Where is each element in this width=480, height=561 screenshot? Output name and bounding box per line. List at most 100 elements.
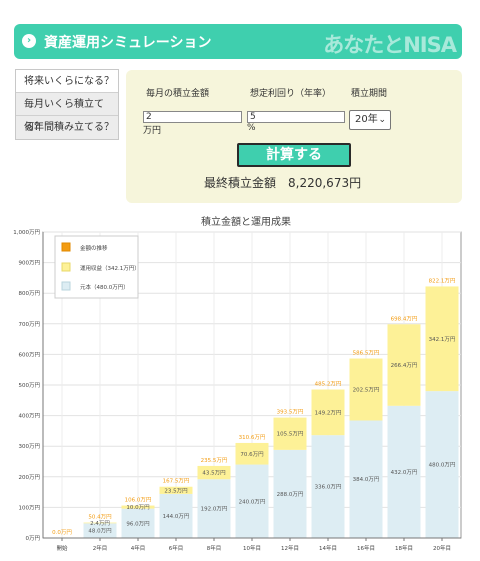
bar-principal [273, 449, 307, 538]
bar-gain-label: 105.5万円 [277, 431, 304, 438]
bar-principal [425, 391, 459, 538]
bar-gain-label: 202.5万円 [353, 387, 380, 394]
bar-total-label: 106.0万円 [125, 497, 152, 504]
simulation-form: 毎月の積立金額 想定利回り（年率） 積立期間 2 万円 5 % 20年 ⌄ 計算… [126, 70, 462, 203]
monthly-amount-unit: 万円 [143, 126, 162, 136]
legend-swatch-total [61, 242, 71, 252]
y-tick-label: 200万円 [19, 474, 41, 481]
bar-total-label: 235.5万円 [201, 457, 228, 464]
monthly-amount-label: 毎月の積立金額 [146, 89, 210, 99]
bar-gain-label: 2.4万円 [90, 520, 110, 527]
bar-principal-label: 192.0万円 [201, 506, 228, 513]
bar-principal-label: 432.0万円 [391, 469, 418, 476]
bar-principal-label: 240.0万円 [239, 498, 266, 505]
monthly-amount-input[interactable]: 2 [143, 111, 242, 123]
bar-gain [311, 389, 345, 436]
x-tick-label: 18年目 [395, 544, 413, 552]
rate-input[interactable]: 5 [247, 111, 345, 123]
bar-principal [197, 479, 231, 538]
bar-gain [159, 486, 193, 494]
rate-unit: % [247, 123, 256, 133]
legend-swatch-gain [61, 262, 71, 272]
bar-gain [387, 324, 421, 406]
bar-total-label: 586.5万円 [353, 350, 380, 357]
menu-item-future-value[interactable]: 将来いくらになる？ [16, 70, 118, 93]
bar-total-label: 167.5万円 [163, 478, 190, 485]
app-header: › 資産運用シミュレーション あなたとNISA [14, 24, 462, 59]
bar-principal [311, 435, 345, 538]
bar-total-label: 0.0万円 [52, 529, 72, 536]
bar-total-label: 393.5万円 [277, 409, 304, 416]
y-axis: 0万円 100万円 200万円 300万円 400万円 500万円 600万円 700万円 80… [13, 229, 44, 542]
bar-principal-label: 336.0万円 [315, 484, 342, 491]
chevron-right-icon: › [22, 34, 36, 48]
x-tick-label: 12年目 [281, 544, 299, 552]
rate-label: 想定利回り（年率） [250, 89, 332, 99]
calculate-button[interactable]: 計算する [237, 143, 351, 167]
x-tick-label: 6年目 [169, 544, 184, 552]
bar-principal [83, 523, 117, 538]
x-tick-label: 14年目 [319, 544, 337, 552]
x-tick-label: 20年目 [433, 544, 451, 552]
bar-total-label: 50.4万円 [88, 514, 112, 521]
bar-gain [83, 522, 117, 524]
y-tick-label: 400万円 [19, 413, 41, 420]
x-tick-label: 8年目 [207, 544, 222, 552]
bar-gain [197, 465, 231, 480]
x-tick-label: 4年目 [131, 544, 146, 552]
y-tick-label: 600万円 [19, 351, 41, 358]
legend-label-principal: 元本（480.0万円） [80, 283, 129, 291]
bar-total-label: 485.2万円 [315, 381, 342, 388]
bar-gain-label: 70.6万円 [240, 451, 264, 458]
legend-label-gain: 運用収益（342.1万円） [80, 264, 140, 272]
bar-principal [387, 405, 421, 538]
bar-gain-label: 23.5万円 [164, 487, 188, 494]
bar-gain-label: 266.4万円 [391, 362, 418, 369]
x-tick-label: 2年目 [93, 544, 108, 552]
bar-gain [349, 358, 383, 421]
period-select-value: 20年 [355, 114, 378, 125]
bar-gain [425, 286, 459, 392]
y-tick-label: 100万円 [19, 504, 41, 511]
y-tick-label: 700万円 [19, 321, 41, 328]
bar-gain-label: 10.0万円 [126, 504, 150, 511]
legend-swatch-principal [61, 281, 71, 291]
bar-gain [121, 505, 155, 509]
period-select[interactable]: 20年 ⌄ [349, 110, 391, 130]
bar-total-label: 310.6万円 [239, 434, 266, 441]
bar-total-label: 698.4万円 [391, 315, 418, 322]
chevron-down-icon: ⌄ [378, 115, 386, 125]
y-tick-label: 0万円 [26, 535, 41, 542]
x-axis: 開始 2年目 4年目 6年目 8年目 10年目 12年目 14年目 16年目 18年目 20年目 [43, 537, 461, 552]
brand-logo: あなたとNISA [323, 33, 457, 57]
result-label: 最終積立金額 [204, 176, 277, 190]
bar-gain-label: 342.1万円 [429, 336, 456, 343]
bar-gain [273, 417, 307, 450]
x-tick-label: 16年目 [357, 544, 375, 552]
bar-total-label: 822.1万円 [429, 277, 456, 284]
bar-principal-label: 48.0万円 [88, 528, 112, 535]
y-tick-label: 500万円 [19, 382, 41, 389]
menu-item-period[interactable]: 何年間積み立てる？ [16, 116, 118, 139]
bar-principal [159, 493, 193, 538]
page-title: 資産運用シミュレーション [44, 35, 212, 51]
bar-gain [235, 442, 269, 465]
result-line: 最終積立金額 8,220,673円 [204, 174, 361, 191]
period-label: 積立期間 [351, 89, 388, 99]
stacked-bar-chart: 積立金額と運用成果 0万円 100万円 200万円 300万円 400万円 500万円 60… [13, 215, 462, 552]
y-tick-label: 800万円 [19, 290, 41, 297]
legend-label-total: 金額の推移 [80, 244, 108, 252]
bar-principal [349, 420, 383, 538]
bar-gain-label: 43.5万円 [202, 470, 226, 477]
bar-principal-label: 96.0万円 [126, 520, 150, 527]
bar-principal [235, 464, 269, 538]
bar-principal [121, 508, 155, 538]
bar-principal-label: 384.0万円 [353, 476, 380, 483]
result-value: 8,220,673円 [288, 176, 362, 190]
y-tick-label: 900万円 [19, 260, 41, 267]
mode-menu: 将来いくらになる？ 毎月いくら積立てる？ 何年間積み立てる？ [15, 69, 119, 140]
menu-item-monthly-amount[interactable]: 毎月いくら積立てる？ [16, 93, 118, 133]
chart-legend: 金額の推移 運用収益（342.1万円） 元本（480.0万円） [54, 235, 140, 299]
x-tick-label: 10年目 [243, 544, 261, 552]
